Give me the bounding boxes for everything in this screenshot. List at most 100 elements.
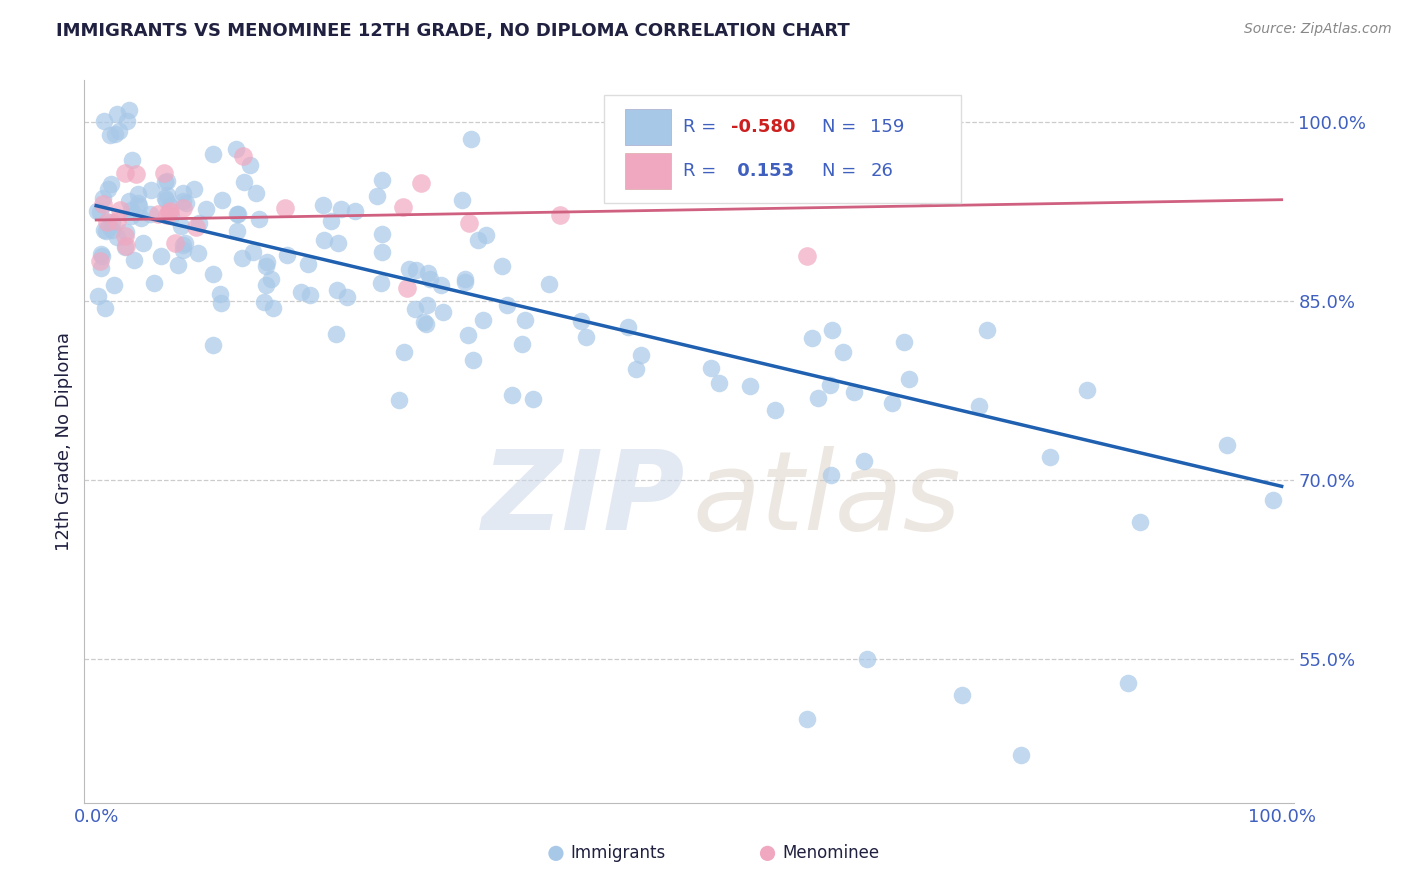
Point xyxy=(94,301,117,315)
Point xyxy=(122,253,145,268)
Point xyxy=(370,227,392,241)
Point xyxy=(326,235,349,250)
Point xyxy=(1076,383,1098,397)
Point xyxy=(120,209,142,223)
Point xyxy=(395,281,418,295)
Point xyxy=(231,251,253,265)
Point xyxy=(842,384,865,399)
Text: ZIP: ZIP xyxy=(482,446,685,553)
Point xyxy=(100,128,122,142)
Point xyxy=(252,294,274,309)
Point xyxy=(1263,492,1285,507)
Point xyxy=(127,187,149,202)
Point xyxy=(141,183,163,197)
Point xyxy=(256,254,278,268)
Point xyxy=(225,142,247,156)
Point xyxy=(101,215,124,229)
Point xyxy=(461,352,484,367)
Point xyxy=(110,203,132,218)
Point xyxy=(90,261,112,276)
Point xyxy=(418,266,440,280)
Point xyxy=(91,197,114,211)
Point xyxy=(738,379,761,393)
Point xyxy=(371,245,394,260)
Point xyxy=(87,289,110,303)
Point xyxy=(155,194,177,208)
Point xyxy=(915,190,938,204)
Point xyxy=(89,205,111,219)
Point xyxy=(454,272,477,286)
Point xyxy=(208,287,231,301)
Point xyxy=(405,263,427,277)
Point xyxy=(100,177,122,191)
Text: N =: N = xyxy=(823,119,862,136)
Point xyxy=(458,216,481,230)
Point xyxy=(174,196,197,211)
Point xyxy=(893,335,915,350)
Point xyxy=(187,245,209,260)
Point xyxy=(325,326,347,341)
Point xyxy=(153,191,176,205)
Point xyxy=(245,186,267,200)
Point xyxy=(156,208,179,222)
Point xyxy=(114,166,136,180)
Point xyxy=(115,225,138,239)
Text: R =: R = xyxy=(683,119,721,136)
Point xyxy=(90,249,112,263)
Point xyxy=(91,190,114,204)
Point xyxy=(105,214,128,228)
Point xyxy=(370,276,392,290)
Point xyxy=(853,454,876,468)
Point xyxy=(129,211,152,226)
Point xyxy=(188,216,211,230)
Point xyxy=(172,202,194,216)
Point xyxy=(86,203,108,218)
Point xyxy=(430,277,453,292)
Point xyxy=(800,331,823,345)
Point xyxy=(1116,676,1139,690)
Point xyxy=(882,396,904,410)
Point xyxy=(231,149,253,163)
Point xyxy=(165,236,187,251)
Point xyxy=(630,348,652,362)
Point xyxy=(93,223,115,237)
Point xyxy=(262,301,284,315)
Point xyxy=(93,114,115,128)
Point xyxy=(167,258,190,272)
Point xyxy=(159,204,181,219)
Point xyxy=(366,189,388,203)
Point xyxy=(115,239,138,253)
Point xyxy=(898,372,921,386)
Point xyxy=(118,103,141,117)
Point xyxy=(510,337,533,351)
Point xyxy=(796,249,818,263)
Point xyxy=(457,328,479,343)
Point xyxy=(432,305,454,319)
Point xyxy=(101,222,124,236)
Text: Immigrants: Immigrants xyxy=(571,845,665,863)
Text: IMMIGRANTS VS MENOMINEE 12TH GRADE, NO DIPLOMA CORRELATION CHART: IMMIGRANTS VS MENOMINEE 12TH GRADE, NO D… xyxy=(56,22,851,40)
Point xyxy=(172,244,194,258)
Point xyxy=(157,204,180,219)
Point xyxy=(344,203,367,218)
Point xyxy=(117,113,139,128)
Point xyxy=(548,208,571,222)
Point xyxy=(127,195,149,210)
Point xyxy=(404,301,426,316)
Point xyxy=(413,315,436,329)
Point xyxy=(201,338,224,352)
Text: atlas: atlas xyxy=(693,446,962,553)
Point xyxy=(976,323,998,337)
Point xyxy=(491,259,513,273)
Point xyxy=(97,182,120,196)
Point xyxy=(415,317,437,331)
Point xyxy=(319,214,342,228)
Point xyxy=(700,361,723,376)
Point xyxy=(105,229,128,244)
Point xyxy=(855,652,877,666)
Point xyxy=(225,224,247,238)
Point xyxy=(298,287,321,301)
Point xyxy=(297,257,319,271)
Point xyxy=(1010,747,1032,762)
Point xyxy=(104,127,127,141)
